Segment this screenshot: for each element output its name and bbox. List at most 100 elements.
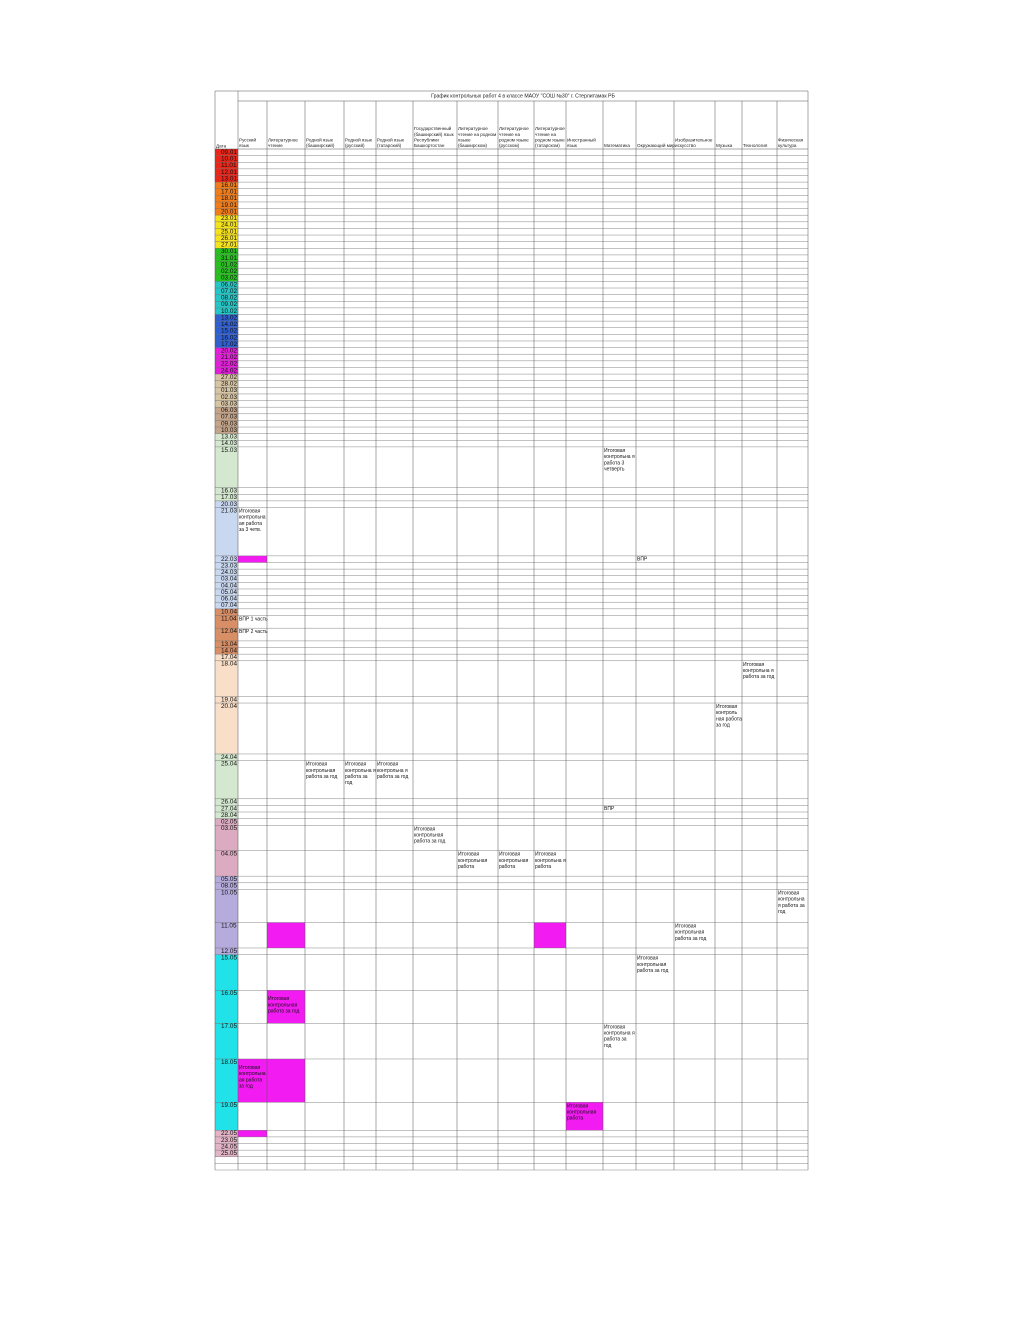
date-cell-bg <box>215 327 238 335</box>
date-cell-bg <box>215 195 238 202</box>
date-label: 15.03 <box>221 447 237 454</box>
date-cell-bg <box>215 812 238 819</box>
highlight-cell <box>267 922 305 948</box>
date-label: 07.04 <box>221 602 237 609</box>
date-cell-bg <box>215 314 238 322</box>
column-header: Физическая культура <box>778 137 804 148</box>
date-cell-bg <box>215 413 238 421</box>
date-cell-bg <box>215 168 238 176</box>
cell-text: Итоговая контрольная работа <box>458 852 488 870</box>
date-cell-bg <box>215 1102 238 1131</box>
date-label: 11.01 <box>221 162 237 169</box>
date-cell-bg <box>215 805 238 813</box>
date-cell-bg <box>215 889 238 923</box>
column-header: Русский язык <box>239 136 256 148</box>
column-header: Родной язык (башкирский) <box>306 136 335 148</box>
cell-text: Итоговая контрольная работа <box>567 1103 597 1121</box>
date-cell-bg <box>215 354 238 361</box>
column-header: Государственный (башкирский) язык Республи… <box>414 125 455 148</box>
date-cell-bg <box>215 446 238 488</box>
date-cell-bg <box>215 990 238 1024</box>
date-label: 11.04 <box>221 615 237 622</box>
date-label: 22.05 <box>221 1130 237 1137</box>
date-cell-bg <box>215 494 238 501</box>
date-label: 16.01 <box>221 182 237 189</box>
cell-text: ВПР 1 часть <box>239 616 268 622</box>
date-cell-bg <box>215 798 238 806</box>
date-cell-bg <box>215 703 238 754</box>
column-header: Иностранный язык <box>567 136 596 148</box>
date-label: 19.05 <box>221 1102 237 1109</box>
date-label: 09.03 <box>221 420 237 427</box>
date-cell-bg <box>215 608 238 616</box>
date-label: 23.03 <box>221 562 237 569</box>
date-label: 02.02 <box>221 268 237 275</box>
column-header: Родной язык (русский) <box>345 136 373 148</box>
date-label: 03.05 <box>221 825 237 832</box>
date-cell-bg <box>215 507 238 556</box>
date-cell-bg <box>215 647 238 655</box>
cell-text: Итоговая контрольная работа за год <box>306 762 337 780</box>
cell-text: Итоговая контрольная работа за год <box>675 924 706 942</box>
date-cell-bg <box>215 760 238 799</box>
date-label: 13.02 <box>221 314 237 321</box>
date-cell-bg <box>215 1130 238 1137</box>
date-label: 10.02 <box>221 308 237 315</box>
cell-text: Итоговая контрольна я работа 3 четверть <box>604 448 635 473</box>
date-cell-bg <box>215 440 238 447</box>
date-label: 17.02 <box>221 341 237 348</box>
date-cell-bg <box>215 248 238 255</box>
date-label: 24.01 <box>221 222 237 229</box>
date-cell-bg <box>215 155 238 163</box>
date-label: 08.02 <box>221 295 237 302</box>
date-label: 27.04 <box>221 805 237 812</box>
date-label: 03.02 <box>221 275 237 282</box>
date-label: 04.05 <box>221 851 237 858</box>
date-label: 20.02 <box>221 347 237 354</box>
date-cell-bg <box>215 825 238 851</box>
date-label: 03.03 <box>221 400 237 407</box>
date-label: 24.04 <box>221 754 237 761</box>
date-cell-bg <box>215 427 238 434</box>
date-label: 04.04 <box>221 582 237 589</box>
date-label: 26.01 <box>221 235 237 242</box>
highlight-cell <box>267 1058 305 1103</box>
date-cell-bg <box>215 954 238 991</box>
date-cell-bg <box>215 575 238 583</box>
date-label: 21.03 <box>221 507 237 514</box>
column-header: Технология <box>743 143 768 148</box>
cell-text: Итоговая контрольна ая работа за 3 четв. <box>239 508 266 533</box>
date-cell-bg <box>215 615 238 629</box>
date-cell-bg <box>215 1058 238 1103</box>
date-label: 07.02 <box>221 288 237 295</box>
date-label: 10.05 <box>221 889 237 896</box>
date-cell-bg <box>215 850 238 877</box>
date-cell-bg <box>215 274 238 282</box>
date-cell-bg <box>215 696 238 704</box>
date-cell-bg <box>215 215 238 222</box>
date-label: 07.03 <box>221 414 237 421</box>
date-label: 12.04 <box>221 628 237 635</box>
highlight-cell <box>534 922 566 948</box>
date-cell-bg <box>215 569 238 576</box>
date-label: 31.01 <box>221 255 237 262</box>
date-label: 18.04 <box>221 661 237 668</box>
date-cell-bg <box>215 175 238 183</box>
date-cell-bg <box>215 374 238 381</box>
date-label: 19.04 <box>221 696 237 703</box>
column-header: Родной язык (татарский) <box>377 136 405 148</box>
highlight-cell <box>267 990 305 1024</box>
date-label: 15.02 <box>221 328 237 335</box>
date-cell-bg <box>215 281 238 289</box>
date-label: 13.04 <box>221 641 237 648</box>
cell-text: ВПР <box>604 806 615 812</box>
column-header: Литературное чтение на родном языке (русско… <box>499 126 529 148</box>
cell-text: Итоговая контрольна я работа за год <box>604 1024 635 1049</box>
date-label: 10.03 <box>221 427 237 434</box>
date-label: 16.05 <box>221 990 237 997</box>
date-cell-bg <box>215 433 238 441</box>
date-cell-bg <box>215 582 238 589</box>
date-cell-bg <box>215 235 238 242</box>
